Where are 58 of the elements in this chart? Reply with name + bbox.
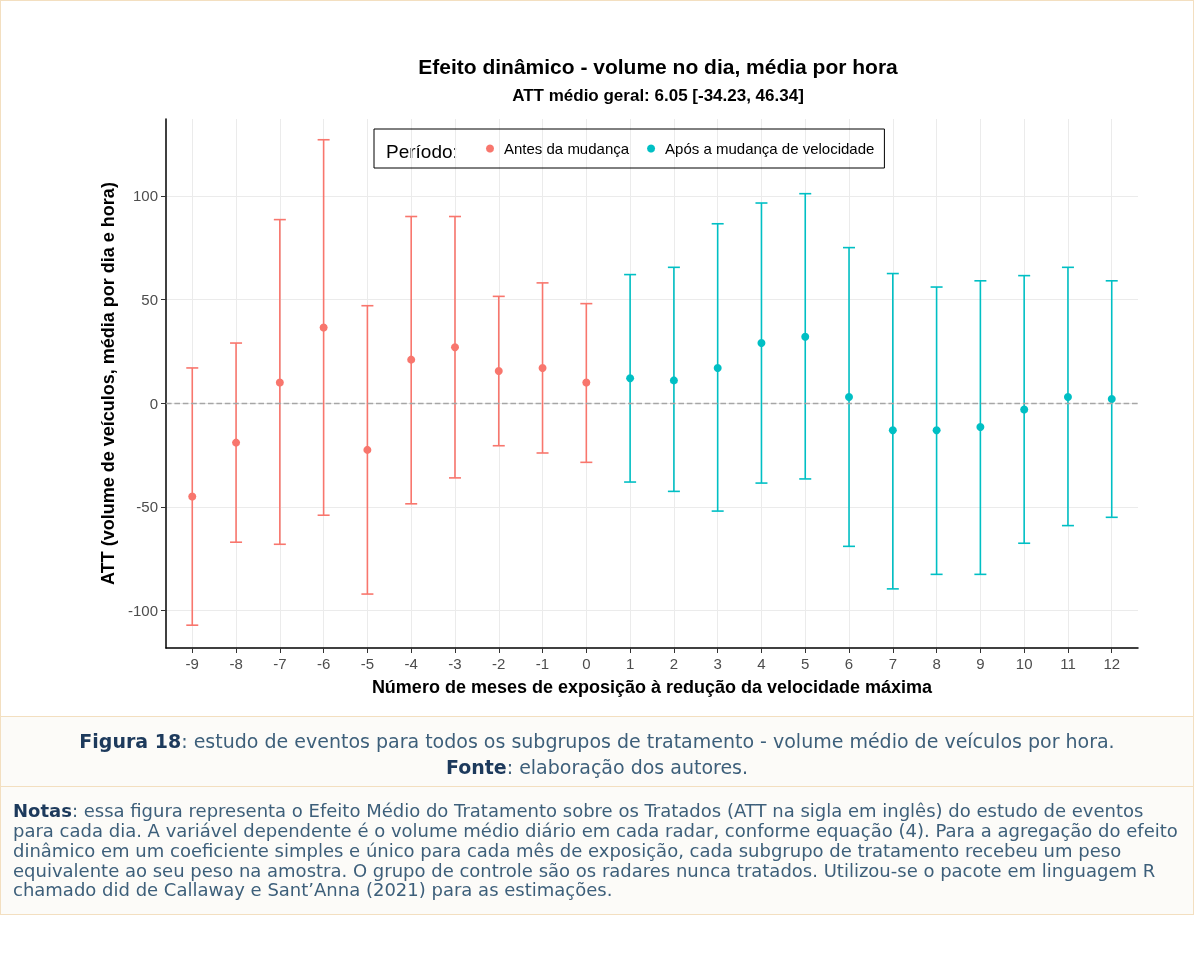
x-tick-label: 4 [757,655,766,672]
x-tick-label: 1 [625,655,635,672]
point [713,363,722,372]
point [582,378,591,387]
x-tick-label: 0 [582,655,591,672]
x-tick-label: 9 [976,655,985,672]
source-note: Fonte: elaboração dos autores. [445,755,749,778]
x-tick-label: 2 [669,655,679,672]
x-axis-title: Número de meses de exposição à redução da velocidade máxima [371,677,934,697]
point [450,343,459,352]
point [932,426,941,435]
x-tick-label: -6 [316,655,331,672]
x-tick-label: 5 [801,655,810,672]
legend-label: Antes da mudança [504,140,630,157]
point [626,374,635,383]
x-tick-label: -8 [229,655,243,672]
point [801,332,810,341]
point [757,339,766,348]
x-tick-label: -3 [448,655,462,672]
point [888,426,897,435]
x-tick-label: -9 [185,655,199,672]
x-tick-label: -2 [492,655,506,672]
y-axis-title: ATT (volume de veículos, média por dia e hora) [98,182,119,585]
point [363,445,372,454]
y-tick-label: 50 [141,290,158,308]
point [1063,392,1072,401]
text: Figura 18: estudo de eventos para todos os subgrupos de tratamento - volume médio de veículos por hora. [79,730,1115,752]
point [319,323,328,332]
x-tick-label: 3 [713,655,722,672]
point [976,423,985,432]
x-tick-label: -7 [273,655,287,672]
text: Notas: essa figura representa o Efeito Médio do Tratamento sobre os Tratados (ATT na sigla em inglês) do estudo de eventos para cada dia. A variável dependente é o volume médio diário em cada radar, conforme equação (4). Para a agregação do efeito dinâmico em um coeficiente simples e único para cada mês de exposição, cada subgrupo de tratamento recebeu um peso equivalente ao seu peso na amostra. O grupo de controle são os radares nunca tratados. Utilizou-se o pacote em linguagem R chamado did de Callaway e Sant’Anna (2021) para as estimações. [13,800,1178,901]
x-tick-label: 12 [1103,655,1121,672]
legend-label: Após a mudança de velocidade [665,140,875,157]
chart-title: Efeito dinâmico - volume no dia, média por hora [418,55,899,78]
point [538,363,547,372]
x-tick-label: 7 [888,655,897,672]
x-tick-label: -1 [535,655,550,672]
y-tick-label: 100 [132,187,158,205]
x-tick-label: 10 [1015,655,1033,672]
chart-subtitle: ATT médio geral: 6.05 [-34.23, 46.34] [512,86,804,105]
point [407,355,416,364]
x-tick-label: 8 [932,655,941,672]
y-tick-label: -100 [127,602,158,620]
point [669,376,678,385]
point [845,392,854,401]
y-tick-label: -50 [136,498,158,516]
point [188,492,197,501]
point [494,367,503,376]
point [1020,405,1029,414]
y-tick-label: 0 [149,394,158,412]
x-tick-label: -4 [404,655,418,672]
point [1107,395,1116,404]
point [275,378,284,387]
x-tick-label: -5 [360,655,375,672]
point [232,438,241,447]
x-tick-label: 11 [1060,655,1076,672]
x-tick-label: 6 [844,655,854,672]
